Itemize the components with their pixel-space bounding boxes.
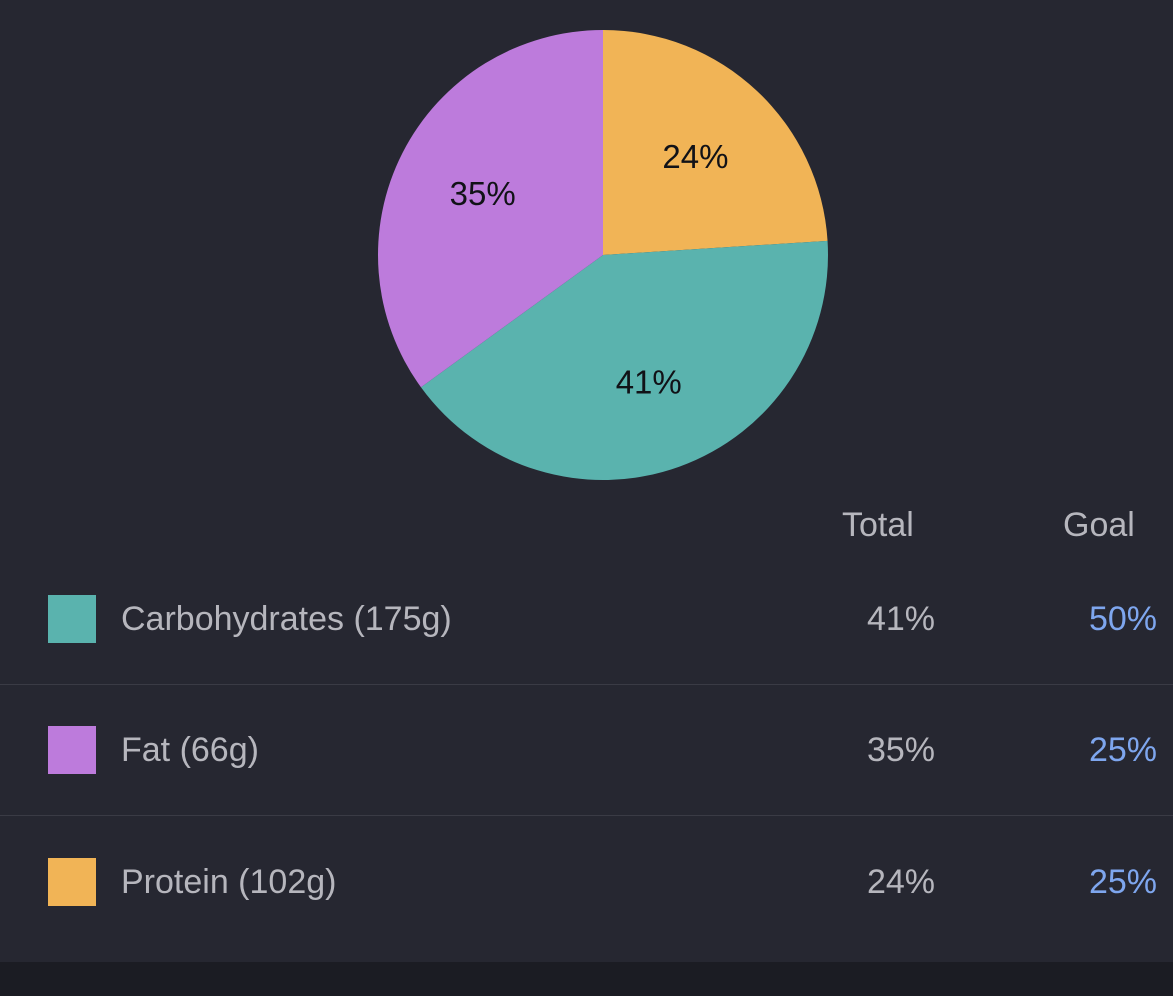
table-row-protein[interactable]: Protein (102g) 24% 25% bbox=[0, 817, 1173, 947]
fat-swatch bbox=[48, 726, 96, 774]
carbohydrates-goal[interactable]: 50% bbox=[1088, 600, 1157, 638]
goal-header: Goal bbox=[1063, 506, 1135, 544]
fat-label: Fat (66g) bbox=[121, 731, 259, 769]
carbohydrates-swatch bbox=[48, 595, 96, 643]
fat-goal[interactable]: 25% bbox=[1088, 731, 1157, 769]
protein-swatch bbox=[48, 858, 96, 906]
pie-label-carbohydrates: 41% bbox=[616, 364, 682, 401]
bottom-bar bbox=[0, 962, 1173, 996]
protein-goal[interactable]: 25% bbox=[1088, 863, 1157, 901]
fat-total: 35% bbox=[866, 731, 935, 769]
carbohydrates-total: 41% bbox=[866, 600, 935, 638]
pie-slice-fat[interactable] bbox=[378, 30, 603, 388]
macro-pie-chart: 24% 41% 35% bbox=[378, 30, 829, 481]
table-row-carbohydrates[interactable]: Carbohydrates (175g) 41% 50% bbox=[0, 554, 1173, 685]
total-header: Total bbox=[842, 506, 914, 544]
pie-slice-protein[interactable] bbox=[603, 30, 828, 255]
pie-slice-carbohydrates[interactable] bbox=[420, 240, 829, 481]
protein-total: 24% bbox=[866, 863, 935, 901]
table-row-fat[interactable]: Fat (66g) 35% 25% bbox=[0, 685, 1173, 816]
protein-label: Protein (102g) bbox=[121, 863, 337, 901]
pie-label-protein: 24% bbox=[662, 138, 728, 175]
pie-label-fat: 35% bbox=[450, 175, 516, 212]
carbohydrates-label: Carbohydrates (175g) bbox=[121, 600, 452, 638]
